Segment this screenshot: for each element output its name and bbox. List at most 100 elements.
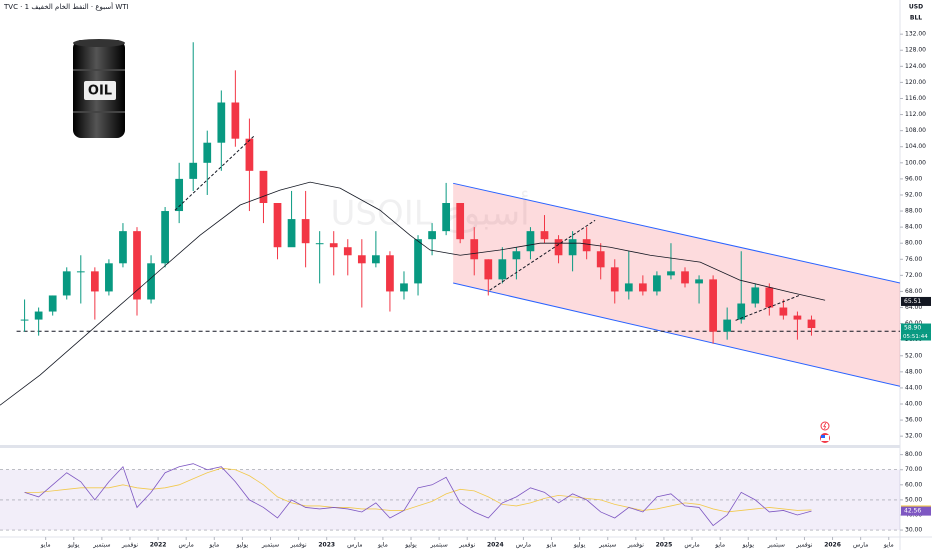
price-label-box xyxy=(901,323,931,333)
symbol-title: TVC · 1 أسبوع · النفط الخام الخفيف WTI xyxy=(3,2,129,11)
candle-body xyxy=(681,271,689,284)
ma-label: 65.51 xyxy=(904,298,921,305)
y-tick-label: 36.00 xyxy=(905,417,922,424)
candle-body xyxy=(624,283,633,292)
x-tick-label: مارس xyxy=(853,542,868,549)
ma-label-box xyxy=(901,296,931,306)
x-tick-label: مارس xyxy=(516,542,531,549)
logo-text: OIL xyxy=(88,84,112,99)
candle-body xyxy=(498,259,507,280)
y-tick-label: 40.00 xyxy=(905,400,922,407)
candle-body xyxy=(793,315,802,320)
y-tick-label: 104.00 xyxy=(905,143,926,150)
x-tick-label: مايو xyxy=(40,542,51,549)
candle-body xyxy=(119,231,127,264)
x-tick-label: مايو xyxy=(377,542,388,549)
y-tick-label: 76.00 xyxy=(905,256,922,263)
channel-upper xyxy=(453,182,900,284)
candle-body xyxy=(723,319,732,332)
candle-body xyxy=(217,102,226,143)
y-tick-label: 52.00 xyxy=(905,352,922,359)
event-icon xyxy=(820,421,830,431)
candle-body xyxy=(568,239,577,256)
axes: 32.0036.0040.0044.0048.0052.0056.0060.00… xyxy=(40,31,931,549)
unit: BLL xyxy=(910,15,922,22)
x-tick-label: مايو xyxy=(208,542,219,549)
candle-body xyxy=(667,271,675,276)
y-tick-label: 64.00 xyxy=(905,304,922,311)
watermark: USOIL أسبوع xyxy=(330,191,529,234)
trendline xyxy=(735,294,801,321)
candle-body xyxy=(76,271,85,273)
candle-body xyxy=(48,295,57,312)
flag-canton xyxy=(821,435,825,438)
candle-body xyxy=(259,170,268,204)
trendline xyxy=(174,134,256,211)
x-tick-label: يوليو xyxy=(236,542,249,549)
y-tick-label: 48.00 xyxy=(905,368,922,375)
countdown: 05:51:44 xyxy=(903,334,928,340)
y-tick-label: 84.00 xyxy=(905,224,922,231)
x-tick-label: يوليو xyxy=(404,542,417,549)
y-tick-label: 32.00 xyxy=(905,433,922,440)
x-tick-label: مايو xyxy=(883,542,894,549)
candle-body xyxy=(596,251,605,268)
y-tick-label: 96.00 xyxy=(905,175,922,182)
x-tick-label: 2023 xyxy=(318,542,335,549)
candle-body xyxy=(526,231,535,252)
x-tick-label: 2025 xyxy=(656,542,673,549)
y-tick-label: 68.00 xyxy=(905,288,922,295)
candle-body xyxy=(245,138,254,171)
trendline xyxy=(489,219,596,291)
rsi-label-box xyxy=(901,506,931,516)
y-tick-label: 100.00 xyxy=(905,159,926,166)
x-tick-label: مايو xyxy=(546,542,557,549)
candle-body xyxy=(386,255,394,292)
candle-body xyxy=(456,203,465,240)
candle-body xyxy=(133,231,141,300)
x-tick-label: نوفمبر xyxy=(458,542,476,549)
y-tick-label: 116.00 xyxy=(905,95,926,102)
x-tick-label: سبتمبر xyxy=(598,542,616,549)
candle-body xyxy=(315,243,324,245)
event-icon-bolt xyxy=(823,422,827,430)
x-tick-label: نوفمبر xyxy=(289,542,307,549)
x-tick-label: سبتمبر xyxy=(92,542,110,549)
candle-body xyxy=(62,271,71,296)
x-tick-label: نوفمبر xyxy=(121,542,139,549)
x-tick-label: 2026 xyxy=(824,542,841,549)
rsi-tick-label: 70.00 xyxy=(905,466,922,473)
rsi-line xyxy=(24,463,812,527)
candle-body xyxy=(765,287,774,308)
x-tick-label: سبتمبر xyxy=(429,542,447,549)
candle-body xyxy=(442,203,450,232)
candle-body xyxy=(20,319,29,321)
y-tick-label: 128.00 xyxy=(905,47,926,54)
candle-body xyxy=(147,263,155,300)
x-tick-label: يوليو xyxy=(741,542,754,549)
candle-body xyxy=(273,203,282,248)
candle-body xyxy=(90,271,99,292)
x-tick-label: مايو xyxy=(714,542,725,549)
candle-body xyxy=(653,275,661,292)
candle-body xyxy=(779,307,788,316)
candle-body xyxy=(329,243,338,248)
candle-body xyxy=(751,287,760,304)
candle-body xyxy=(638,283,647,292)
rsi-tick-label: 80.00 xyxy=(905,451,922,458)
candle-body xyxy=(610,267,619,292)
price-label: 58.90 xyxy=(904,325,921,332)
x-tick-label: يوليو xyxy=(573,542,586,549)
x-tick-label: 2024 xyxy=(487,542,504,549)
candle-body xyxy=(807,319,816,329)
x-tick-label: مارس xyxy=(684,542,699,549)
candle-body xyxy=(343,247,352,256)
candle-body xyxy=(357,255,366,264)
countdown-box xyxy=(901,332,931,341)
candle-body xyxy=(470,239,479,260)
candle-body xyxy=(582,239,591,252)
rsi-tick-label: 60.00 xyxy=(905,481,922,488)
x-tick-label: مارس xyxy=(179,542,194,549)
candle-body xyxy=(372,255,380,264)
